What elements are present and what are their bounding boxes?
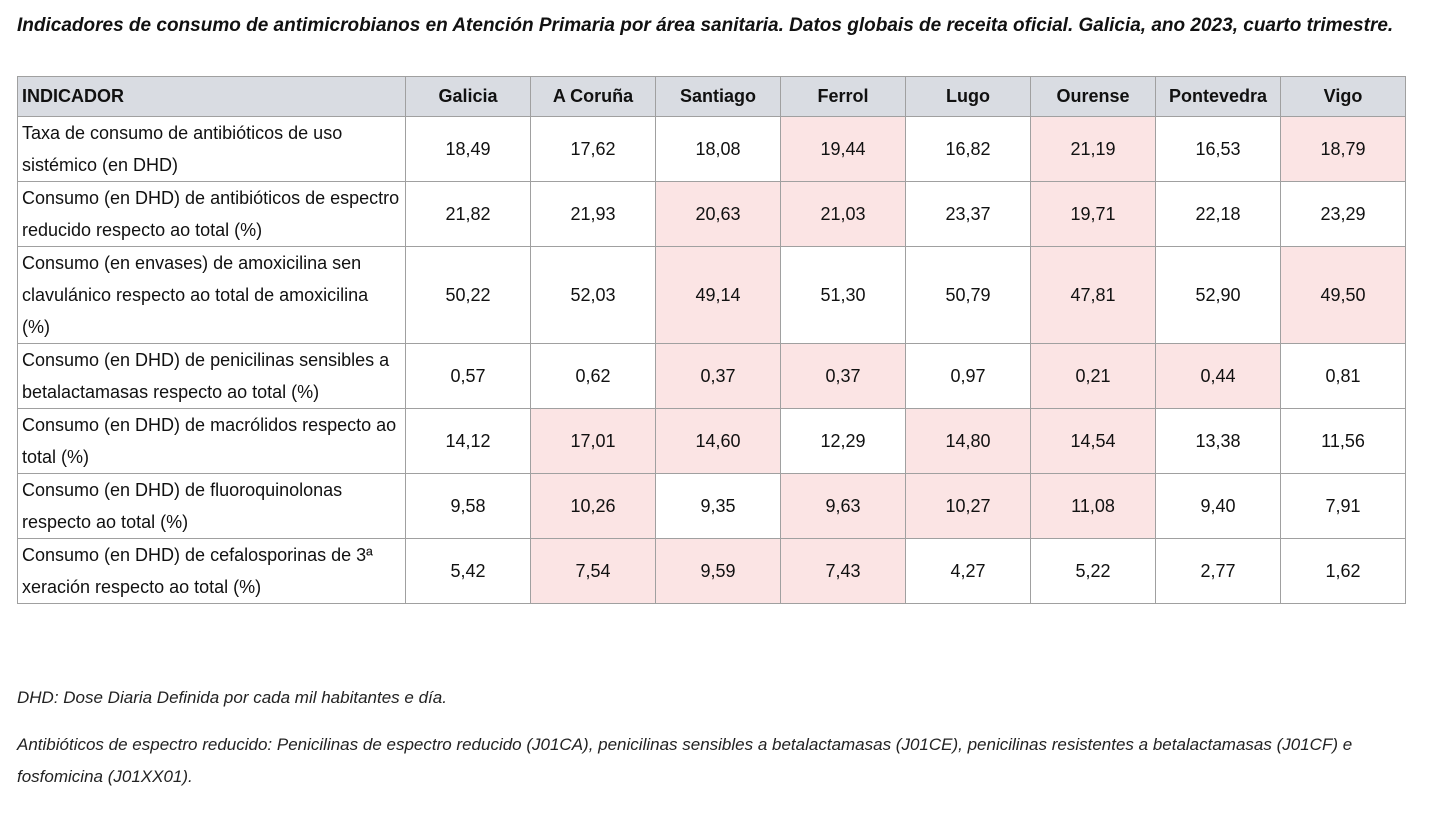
value-cell: 5,22 bbox=[1030, 538, 1156, 604]
value-cell: 20,63 bbox=[655, 181, 781, 247]
value-cell: 14,80 bbox=[905, 408, 1031, 474]
value-cell: 17,62 bbox=[530, 116, 656, 182]
value-cell: 49,50 bbox=[1280, 246, 1406, 344]
header-cell: Ferrol bbox=[780, 76, 906, 117]
value-cell: 9,40 bbox=[1155, 473, 1281, 539]
table-body: Taxa de consumo de antibióticos de uso s… bbox=[17, 116, 1406, 604]
value-cell: 2,77 bbox=[1155, 538, 1281, 604]
value-cell: 10,26 bbox=[530, 473, 656, 539]
value-cell: 17,01 bbox=[530, 408, 656, 474]
value-cell: 4,27 bbox=[905, 538, 1031, 604]
value-cell: 5,42 bbox=[405, 538, 531, 604]
value-cell: 52,90 bbox=[1155, 246, 1281, 344]
value-cell: 21,03 bbox=[780, 181, 906, 247]
header-cell: Ourense bbox=[1030, 76, 1156, 117]
table-row: Consumo (en envases) de amoxicilina sen … bbox=[17, 246, 1406, 344]
note: DHD: Dose Diaria Definida por cada mil h… bbox=[17, 688, 447, 707]
value-cell: 52,03 bbox=[530, 246, 656, 344]
value-cell: 47,81 bbox=[1030, 246, 1156, 344]
header-row: INDICADOR Galicia A Coruña Santiago Ferrol Lu… bbox=[17, 76, 1406, 117]
value-cell: 0,62 bbox=[530, 343, 656, 409]
value-cell: 9,35 bbox=[655, 473, 781, 539]
value-cell: 0,97 bbox=[905, 343, 1031, 409]
value-cell: 0,81 bbox=[1280, 343, 1406, 409]
title: Indicadores de consumo de antimicrobiano… bbox=[17, 15, 1394, 36]
value-cell: 51,30 bbox=[780, 246, 906, 344]
value-cell: 0,44 bbox=[1155, 343, 1281, 409]
value-cell: 50,79 bbox=[905, 246, 1031, 344]
value-cell: 9,58 bbox=[405, 473, 531, 539]
table-row: Consumo (en DHD) de penicilinas sensible… bbox=[17, 343, 1406, 409]
value-cell: 23,37 bbox=[905, 181, 1031, 247]
header-cell: Santiago bbox=[655, 76, 781, 117]
value-cell: 0,21 bbox=[1030, 343, 1156, 409]
value-cell: 18,79 bbox=[1280, 116, 1406, 182]
indicator-cell: Consumo (en DHD) de cefalosporinas de 3ª… bbox=[17, 538, 406, 604]
value-cell: 14,12 bbox=[405, 408, 531, 474]
value-cell: 7,43 bbox=[780, 538, 906, 604]
header-cell: Lugo bbox=[905, 76, 1031, 117]
value-cell: 21,82 bbox=[405, 181, 531, 247]
value-cell: 0,57 bbox=[405, 343, 531, 409]
value-cell: 16,82 bbox=[905, 116, 1031, 182]
value-cell: 14,54 bbox=[1030, 408, 1156, 474]
value-cell: 9,59 bbox=[655, 538, 781, 604]
value-cell: 21,19 bbox=[1030, 116, 1156, 182]
value-cell: 0,37 bbox=[655, 343, 781, 409]
value-cell: 10,27 bbox=[905, 473, 1031, 539]
value-cell: 19,71 bbox=[1030, 181, 1156, 247]
value-cell: 7,54 bbox=[530, 538, 656, 604]
value-cell: 13,38 bbox=[1155, 408, 1281, 474]
value-cell: 19,44 bbox=[780, 116, 906, 182]
data-table: INDICADOR Galicia A Coruña Santiago Ferrol Lu… bbox=[17, 76, 1406, 604]
table-row: Taxa de consumo de antibióticos de uso s… bbox=[17, 116, 1406, 182]
value-cell: 22,18 bbox=[1155, 181, 1281, 247]
indicator-cell: Consumo (en DHD) de antibióticos de espe… bbox=[17, 181, 406, 247]
value-cell: 9,63 bbox=[780, 473, 906, 539]
table-row: Consumo (en DHD) de macrólidos respecto … bbox=[17, 408, 1406, 474]
indicator-cell: Consumo (en DHD) de penicilinas sensible… bbox=[17, 343, 406, 409]
header-cell: Vigo bbox=[1280, 76, 1406, 117]
table-row: Consumo (en DHD) de fluoroquinolonas res… bbox=[17, 473, 1406, 539]
value-cell: 0,37 bbox=[780, 343, 906, 409]
table-row: Consumo (en DHD) de cefalosporinas de 3ª… bbox=[17, 538, 1406, 604]
header-cell: Galicia bbox=[405, 76, 531, 117]
indicator-cell: Consumo (en envases) de amoxicilina sen … bbox=[17, 246, 406, 344]
value-cell: 11,08 bbox=[1030, 473, 1156, 539]
value-cell: 14,60 bbox=[655, 408, 781, 474]
indicator-cell: Taxa de consumo de antibióticos de uso s… bbox=[17, 116, 406, 182]
table-row: Consumo (en DHD) de antibióticos de espe… bbox=[17, 181, 1406, 247]
value-cell: 7,91 bbox=[1280, 473, 1406, 539]
value-cell: 49,14 bbox=[655, 246, 781, 344]
value-cell: 16,53 bbox=[1155, 116, 1281, 182]
indicator-cell: Consumo (en DHD) de macrólidos respecto … bbox=[17, 408, 406, 474]
value-cell: 23,29 bbox=[1280, 181, 1406, 247]
value-cell: 18,49 bbox=[405, 116, 531, 182]
value-cell: 1,62 bbox=[1280, 538, 1406, 604]
value-cell: 21,93 bbox=[530, 181, 656, 247]
header-cell: Pontevedra bbox=[1155, 76, 1281, 117]
notes: DHD: Dose Diaria Definida por cada mil h… bbox=[17, 682, 1409, 808]
value-cell: 12,29 bbox=[780, 408, 906, 474]
indicator-cell: Consumo (en DHD) de fluoroquinolonas res… bbox=[17, 473, 406, 539]
header-cell: A Coruña bbox=[530, 76, 656, 117]
value-cell: 11,56 bbox=[1280, 408, 1406, 474]
value-cell: 50,22 bbox=[405, 246, 531, 344]
note: Antibióticos de espectro reducido: Penic… bbox=[17, 735, 1353, 786]
header-cell: INDICADOR bbox=[17, 76, 406, 117]
value-cell: 18,08 bbox=[655, 116, 781, 182]
